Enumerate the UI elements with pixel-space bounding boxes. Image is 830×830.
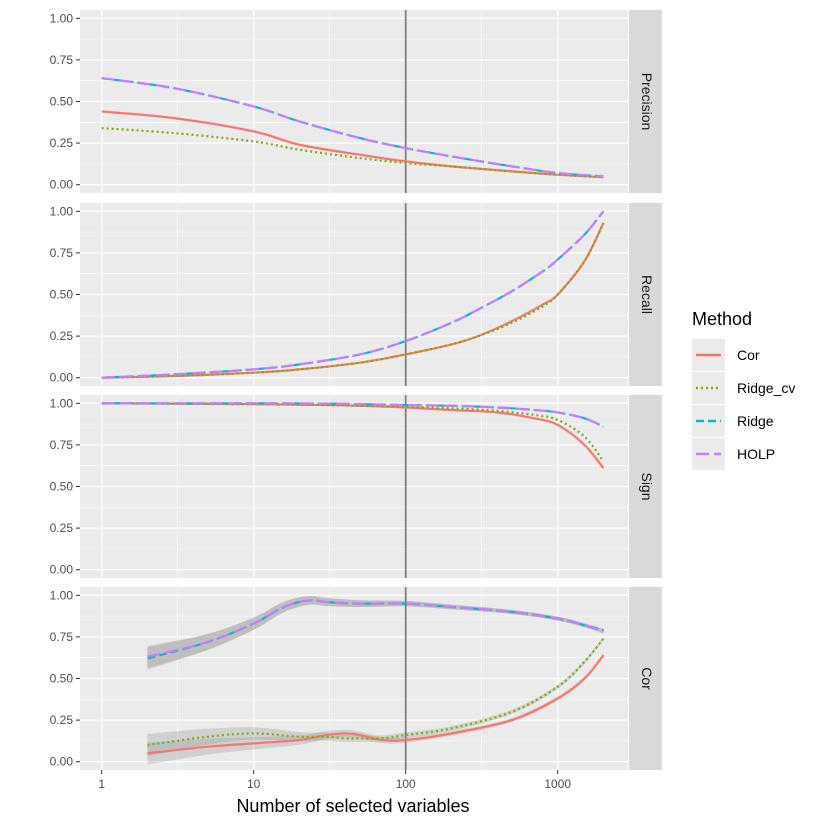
y-tick-label: 0.00	[50, 563, 74, 577]
confidence-band-ridge	[147, 595, 604, 670]
x-axis: 1 10 100 1000	[98, 770, 571, 791]
panels-layer: 0.00 0.25 0.50 0.75 1.00 Precision 0.00 0.25 0.5…	[50, 10, 662, 770]
legend-label: Ridge	[737, 413, 774, 429]
series-line-ridge_cv	[101, 222, 605, 379]
facet-strip-label: Precision	[639, 73, 655, 131]
legend-entry-cor: Cor	[692, 339, 760, 371]
series-line-cor	[101, 110, 604, 179]
y-tick-label: 0.75	[50, 438, 74, 452]
legend-entry-holp: HOLP	[692, 438, 775, 470]
y-tick-label: 0.75	[50, 246, 74, 260]
legend-entry-ridge_cv: Ridge_cv	[692, 372, 795, 404]
series-line-holp	[147, 599, 604, 658]
x-tick-label: 100	[396, 777, 416, 791]
legend-label: Cor	[737, 347, 760, 363]
y-tick-label: 0.50	[50, 288, 74, 302]
confidence-band-cor	[147, 653, 604, 765]
x-tick-label: 1	[98, 777, 105, 791]
series-line-holp	[101, 77, 604, 178]
panel-precision: 0.00 0.25 0.50 0.75 1.00 Precision	[50, 10, 662, 193]
y-tick-label: 0.25	[50, 136, 74, 150]
y-tick-label: 0.25	[50, 713, 74, 727]
series-line-ridge_cv	[147, 637, 605, 747]
legend: Method Cor Ridge_cv Ridge HOLP	[692, 309, 795, 470]
legend-label: Ridge_cv	[737, 380, 795, 396]
facet-strip-label: Cor	[639, 667, 655, 690]
x-tick-label: 10	[247, 777, 261, 791]
y-tick-label: 0.50	[50, 95, 74, 109]
y-tick-label: 0.00	[50, 178, 74, 192]
x-tick-label: 1000	[544, 777, 571, 791]
y-tick-label: 0.75	[50, 53, 74, 67]
series-line-cor	[147, 654, 605, 755]
panel-sign: 0.00 0.25 0.50 0.75 1.00 Sign	[50, 395, 662, 578]
facet-strip	[629, 395, 662, 578]
y-tick-label: 1.00	[50, 204, 74, 218]
y-tick-label: 0.75	[50, 630, 74, 644]
y-tick-label: 0.50	[50, 480, 74, 494]
y-tick-label: 0.00	[50, 371, 74, 385]
series-line-holp	[101, 402, 604, 428]
y-tick-label: 1.00	[50, 588, 74, 602]
facet-strip-label: Recall	[639, 275, 655, 314]
facet-strip	[629, 587, 662, 770]
legend-label: HOLP	[737, 446, 775, 462]
y-tick-label: 0.50	[50, 672, 74, 686]
y-tick-label: 0.00	[50, 755, 74, 769]
confidence-band-holp	[147, 595, 604, 669]
facet-strip	[629, 10, 662, 193]
legend-title: Method	[692, 309, 752, 329]
y-tick-label: 0.25	[50, 329, 74, 343]
panel-recall: 0.00 0.25 0.50 0.75 1.00 Recall	[50, 203, 662, 386]
facet-strip-label: Sign	[639, 472, 655, 500]
legend-entry-ridge: Ridge	[692, 405, 774, 437]
confidence-band-ridge_cv	[147, 636, 604, 757]
x-axis-title: Number of selected variables	[236, 796, 469, 816]
panel-cor: 0.00 0.25 0.50 0.75 1.00 Cor	[50, 587, 662, 770]
y-tick-label: 1.00	[50, 396, 74, 410]
y-tick-label: 0.25	[50, 521, 74, 535]
y-tick-label: 1.00	[50, 11, 74, 25]
series-line-holp	[101, 210, 605, 379]
facet-strip	[629, 203, 662, 386]
